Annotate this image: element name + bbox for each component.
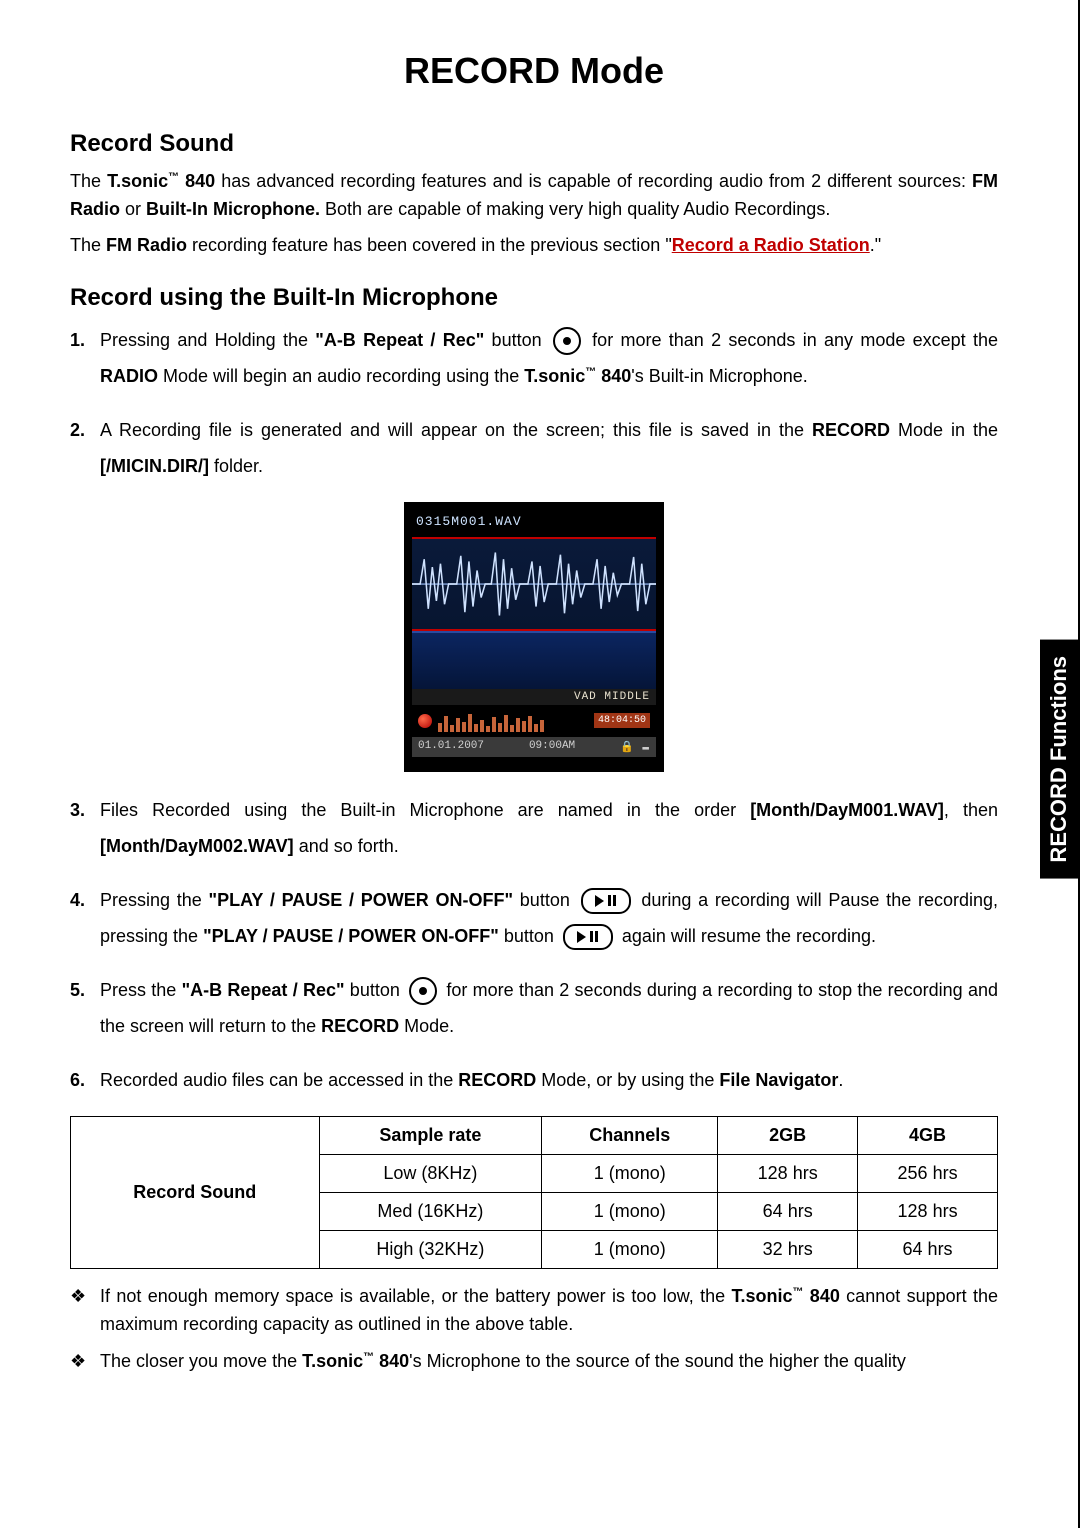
device-waveform [412,537,656,631]
diamond-bullet-icon: ❖ [70,1283,100,1339]
equalizer-bars [438,710,588,732]
table-header: Sample rate [319,1116,542,1154]
device-date: 01.01.2007 [418,740,484,754]
rec-icon [409,977,437,1005]
device-time: 09:00AM [529,740,575,754]
table-header-row: Record Sound Sample rate Channels 2GB 4G… [71,1116,998,1154]
table-row-label: Record Sound [71,1116,320,1268]
step-5: 5. Press the "A-B Repeat / Rec" button f… [70,972,998,1044]
record-sound-paragraph-1: The T.sonic™ 840 has advanced recording … [70,168,998,224]
table-header: 2GB [718,1116,858,1154]
step-1: 1. Pressing and Holding the "A-B Repeat … [70,322,998,394]
notes-list: ❖ If not enough memory space is availabl… [70,1283,998,1377]
device-filename: 0315M001.WAV [412,510,656,537]
device-bottom-bar: 01.01.2007 09:00AM 🔒 ▬ [412,737,656,757]
rec-icon [553,327,581,355]
section-heading-record-sound: Record Sound [70,130,998,158]
steps-list: 1. Pressing and Holding the "A-B Repeat … [70,322,998,484]
diamond-bullet-icon: ❖ [70,1348,100,1376]
record-sound-paragraph-2: The FM Radio recording feature has been … [70,232,998,260]
side-tab: RECORD Functions [1040,640,1078,879]
step-3: 3. Files Recorded using the Built-in Mic… [70,792,998,864]
device-screenshot: 0315M001.WAV VAD MIDDLE 48:04:50 01.01.2… [404,502,664,772]
note-1: ❖ If not enough memory space is availabl… [70,1283,998,1339]
play-pause-icon [581,888,631,914]
step-6: 6. Recorded audio files can be accessed … [70,1062,998,1098]
device-equalizer: 48:04:50 [412,705,656,737]
record-capacity-table: Record Sound Sample rate Channels 2GB 4G… [70,1116,998,1269]
device-status: VAD MIDDLE [412,689,656,705]
step-2: 2. A Recording file is generated and wil… [70,412,998,484]
device-battery-icon: 🔒 ▬ [620,740,650,754]
section-heading-builtin-mic: Record using the Built-In Microphone [70,284,998,312]
device-elapsed: 48:04:50 [594,713,650,728]
record-radio-station-link[interactable]: Record a Radio Station [672,235,870,255]
page-title: RECORD Mode [70,50,998,92]
table-header: Channels [542,1116,718,1154]
play-pause-icon [563,924,613,950]
device-blue-area [412,631,656,689]
steps-list-cont: 3. Files Recorded using the Built-in Mic… [70,792,998,1098]
note-2: ❖ The closer you move the T.sonic™ 840's… [70,1348,998,1376]
table-header: 4GB [858,1116,998,1154]
step-4: 4. Pressing the "PLAY / PAUSE / POWER ON… [70,882,998,954]
record-indicator-icon [418,714,432,728]
page-container: RECORD Functions RECORD Mode Record Soun… [0,0,1080,1528]
